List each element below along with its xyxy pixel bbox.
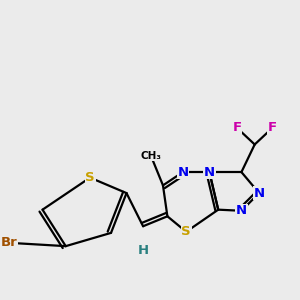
Text: F: F bbox=[232, 122, 242, 134]
Text: S: S bbox=[182, 225, 191, 238]
Text: N: N bbox=[236, 204, 247, 217]
Text: S: S bbox=[85, 171, 95, 184]
Text: N: N bbox=[177, 166, 188, 178]
Text: F: F bbox=[268, 122, 277, 134]
Text: N: N bbox=[254, 187, 265, 200]
Text: Br: Br bbox=[1, 236, 18, 249]
Text: H: H bbox=[137, 244, 148, 257]
Text: N: N bbox=[204, 166, 215, 178]
Text: CH₃: CH₃ bbox=[140, 151, 161, 160]
